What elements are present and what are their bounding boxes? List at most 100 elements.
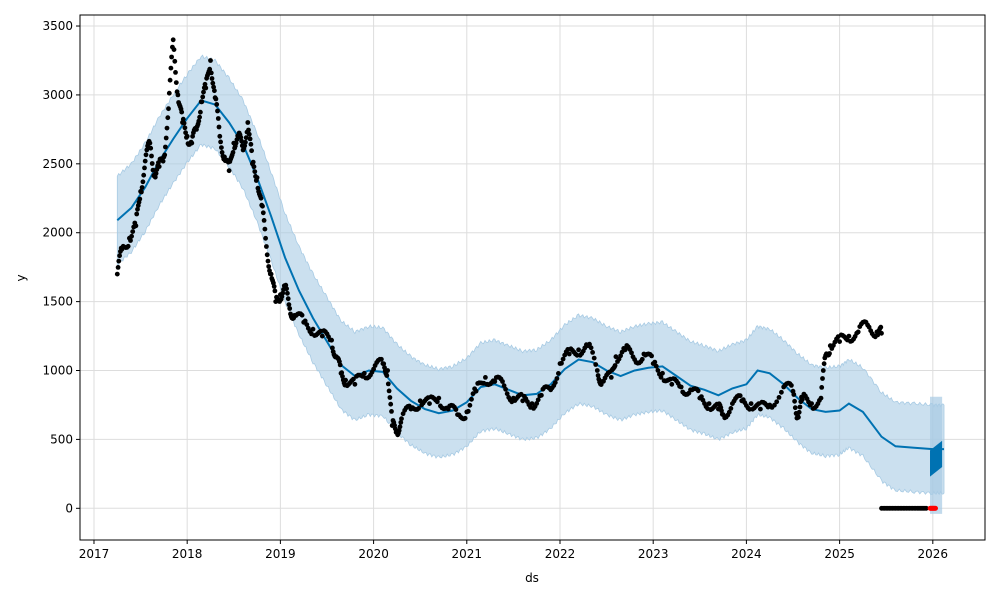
observed-point bbox=[264, 244, 269, 249]
observed-point bbox=[821, 361, 827, 367]
observed-point bbox=[149, 161, 155, 166]
observed-point bbox=[678, 384, 684, 390]
observed-point bbox=[245, 120, 251, 125]
observed-point bbox=[239, 138, 245, 144]
observed-point bbox=[473, 388, 479, 394]
plot-frame bbox=[79, 14, 986, 541]
observed-point bbox=[352, 381, 358, 387]
observed-point bbox=[183, 130, 189, 136]
y-tick-label: 1000 bbox=[42, 364, 73, 378]
observed-point bbox=[388, 401, 394, 407]
observed-point bbox=[809, 401, 814, 406]
observed-point bbox=[622, 347, 628, 353]
observed-point bbox=[141, 172, 147, 178]
observed-point bbox=[214, 102, 220, 107]
observed-point bbox=[534, 401, 540, 406]
observed-point bbox=[260, 210, 266, 216]
observed-point bbox=[381, 361, 387, 367]
observed-point bbox=[791, 392, 797, 397]
observed-point bbox=[504, 391, 510, 397]
observed-point bbox=[556, 371, 561, 376]
observed-point bbox=[248, 141, 254, 147]
observed-point bbox=[254, 175, 260, 181]
observed-point bbox=[116, 258, 122, 264]
observed-points bbox=[114, 37, 938, 511]
observed-point bbox=[200, 94, 206, 100]
observed-point bbox=[827, 351, 832, 356]
observed-point bbox=[140, 179, 146, 185]
observed-point bbox=[280, 290, 286, 296]
observed-point bbox=[389, 409, 394, 414]
observed-point bbox=[264, 252, 270, 258]
observed-point bbox=[591, 355, 597, 361]
observed-point bbox=[779, 389, 784, 395]
observed-point bbox=[149, 153, 154, 159]
observed-point bbox=[173, 80, 179, 85]
observed-point bbox=[789, 383, 794, 388]
observed-point bbox=[590, 350, 595, 355]
observed-point bbox=[427, 401, 432, 406]
observed-point bbox=[182, 125, 188, 131]
observed-point bbox=[608, 375, 614, 380]
observed-point bbox=[594, 368, 600, 373]
observed-point bbox=[215, 108, 220, 114]
observed-point bbox=[774, 399, 780, 405]
observed-point bbox=[286, 302, 292, 307]
x-tick-label: 2018 bbox=[172, 547, 203, 561]
x-tick-label: 2017 bbox=[79, 547, 110, 561]
observed-point bbox=[130, 229, 136, 235]
observed-point bbox=[351, 376, 356, 382]
observed-point bbox=[501, 383, 507, 389]
observed-point bbox=[243, 139, 248, 145]
observed-point bbox=[209, 76, 215, 81]
observed-point bbox=[361, 370, 367, 376]
observed-point bbox=[287, 306, 293, 311]
observed-point bbox=[260, 203, 265, 209]
observed-point bbox=[379, 356, 384, 362]
observed-point bbox=[878, 324, 884, 330]
observed-point bbox=[658, 374, 664, 380]
observed-point bbox=[128, 238, 133, 243]
observed-point bbox=[262, 226, 268, 232]
observed-point bbox=[218, 139, 224, 145]
observed-point bbox=[202, 81, 208, 87]
observed-point bbox=[199, 99, 205, 105]
highlight-point bbox=[933, 505, 938, 511]
observed-point bbox=[337, 362, 343, 368]
observed-point bbox=[207, 66, 213, 72]
observed-point bbox=[695, 388, 701, 394]
x-axis-ticks: 2017 2018 2019 2020 2021 2022 2023 2024 2025 2026 bbox=[79, 540, 948, 561]
observed-point bbox=[117, 253, 122, 259]
observed-point bbox=[726, 409, 732, 415]
y-tick-label: 3000 bbox=[42, 88, 73, 102]
x-tick-label: 2022 bbox=[545, 547, 576, 561]
observed-point bbox=[776, 395, 782, 400]
observed-point bbox=[728, 406, 734, 411]
observed-point bbox=[655, 368, 661, 373]
observed-point bbox=[201, 89, 206, 95]
observed-point bbox=[230, 150, 236, 155]
observed-point bbox=[846, 333, 852, 339]
observed-point bbox=[137, 196, 143, 202]
observed-point bbox=[330, 345, 335, 351]
observed-point bbox=[249, 148, 255, 154]
observed-point bbox=[168, 65, 174, 71]
observed-point bbox=[820, 368, 826, 373]
x-tick-label: 2021 bbox=[452, 547, 483, 561]
observed-point bbox=[171, 47, 177, 52]
observed-point bbox=[758, 406, 763, 412]
observed-point bbox=[208, 58, 213, 63]
x-tick-label: 2019 bbox=[265, 547, 296, 561]
observed-point bbox=[879, 330, 884, 336]
observed-point bbox=[329, 337, 334, 343]
observed-point bbox=[386, 388, 392, 394]
observed-point bbox=[398, 420, 404, 425]
observed-point bbox=[247, 136, 253, 142]
observed-point bbox=[180, 116, 186, 122]
observed-point bbox=[748, 401, 754, 406]
observed-point bbox=[371, 366, 376, 372]
observed-point bbox=[217, 133, 223, 139]
observed-point bbox=[560, 356, 566, 362]
observed-point bbox=[416, 406, 421, 411]
